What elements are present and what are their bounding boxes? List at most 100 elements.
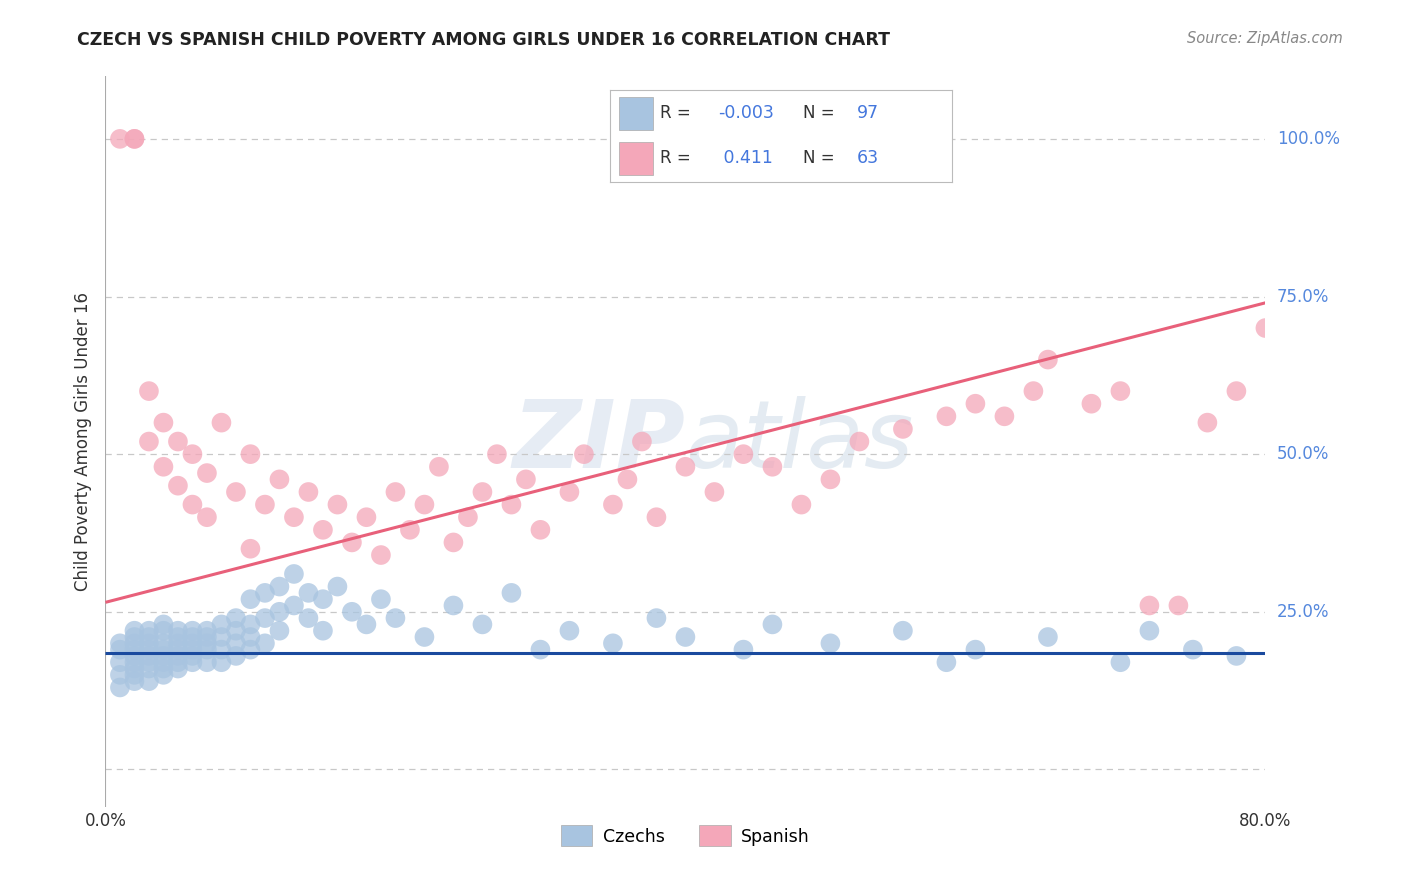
Point [225,636,247,650]
Point [848,434,870,449]
Point [1139,624,1161,638]
Point [253,498,276,512]
Point [399,523,422,537]
Point [820,636,842,650]
Point [1167,599,1189,613]
Point [441,535,464,549]
Point [181,636,204,650]
Point [167,642,190,657]
Text: ZIP: ZIP [513,395,686,488]
Point [225,648,247,663]
Point [138,624,160,638]
Point [181,624,204,638]
Point [108,642,131,657]
Point [181,447,204,461]
Point [471,485,494,500]
Point [1080,397,1102,411]
Point [485,447,508,461]
Point [1139,599,1161,613]
Point [790,498,813,512]
Point [965,397,987,411]
Point [124,624,146,638]
Point [225,485,247,500]
Point [675,459,697,474]
Point [152,668,174,682]
Point [167,648,190,663]
Point [239,642,262,657]
Point [195,636,218,650]
Point [108,655,131,669]
Text: CZECH VS SPANISH CHILD POVERTY AMONG GIRLS UNDER 16 CORRELATION CHART: CZECH VS SPANISH CHILD POVERTY AMONG GIR… [77,31,890,49]
Point [239,592,262,607]
Text: 100.0%: 100.0% [1277,130,1340,148]
Point [733,642,755,657]
Point [211,655,233,669]
Point [239,447,262,461]
Point [152,642,174,657]
Point [108,132,131,146]
Point [195,466,218,480]
Point [239,630,262,644]
Point [152,459,174,474]
Point [253,586,276,600]
Point [645,510,668,524]
Point [138,630,160,644]
Point [181,630,204,644]
Point [558,485,581,500]
Point [471,617,494,632]
Point [269,580,291,594]
Legend: Czechs, Spanish: Czechs, Spanish [554,818,817,854]
Point [195,630,218,644]
Point [124,648,146,663]
Point [124,132,146,146]
Point [195,624,218,638]
Point [733,447,755,461]
Point [181,642,204,657]
Point [124,132,146,146]
Point [167,655,190,669]
Text: 25.0%: 25.0% [1277,603,1330,621]
Point [253,611,276,625]
Point [413,498,436,512]
Text: atlas: atlas [686,396,914,487]
Point [239,617,262,632]
Point [138,434,160,449]
Point [297,586,319,600]
Point [124,642,146,657]
Point [529,642,551,657]
Point [283,566,305,581]
Point [370,548,392,562]
Point [427,459,450,474]
Point [283,599,305,613]
Point [326,498,349,512]
Point [283,510,305,524]
Point [138,642,160,657]
Point [152,624,174,638]
Point [356,510,378,524]
Point [1036,630,1059,644]
Point [152,655,174,669]
Point [167,636,190,650]
Point [529,523,551,537]
Point [152,636,174,650]
Point [1109,655,1132,669]
Point [312,523,335,537]
Y-axis label: Child Poverty Among Girls Under 16: Child Poverty Among Girls Under 16 [73,292,91,591]
Point [181,648,204,663]
Point [602,636,624,650]
Point [225,611,247,625]
Point [253,636,276,650]
Point [195,642,218,657]
Point [993,409,1015,424]
Point [312,624,335,638]
Point [167,661,190,675]
Point [138,648,160,663]
Point [108,636,131,650]
Point [167,630,190,644]
Point [195,510,218,524]
Point [167,478,190,492]
Point [211,617,233,632]
Point [501,498,523,512]
Point [138,655,160,669]
Point [167,434,190,449]
